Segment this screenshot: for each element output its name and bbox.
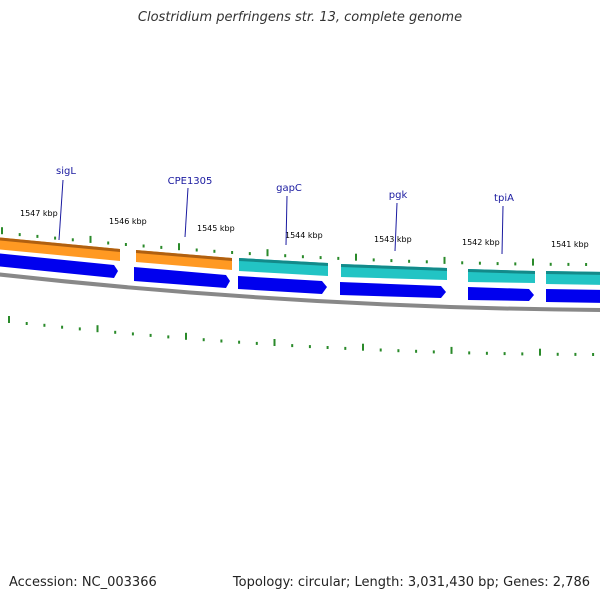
- gene-leaders: [58, 179, 504, 255]
- gene-feature-sigL[interactable]: [0, 237, 120, 261]
- ruler-ticks: [1, 227, 588, 266]
- genome-backbone: [0, 272, 600, 312]
- scale-label: 1544 kbp: [285, 231, 323, 240]
- cds-arrow[interactable]: [468, 287, 534, 301]
- cds-arrow[interactable]: [238, 276, 327, 294]
- accession-label: Accession: NC_003366: [9, 575, 157, 590]
- gene-label-sigL[interactable]: sigL: [56, 166, 76, 177]
- gene-label-tpiA[interactable]: tpiA: [494, 193, 514, 204]
- gene-leader-tpiA: [501, 205, 504, 255]
- gene-feature-sigL-edge: [0, 237, 120, 252]
- gene-label-CPE1305[interactable]: CPE1305: [168, 176, 213, 187]
- scale-label: 1546 kbp: [109, 217, 147, 226]
- gene-labels: sigL CPE1305 gapC pgk tpiA: [56, 166, 514, 204]
- cds-arrow[interactable]: [340, 282, 446, 298]
- scale-label: 1543 kbp: [374, 235, 412, 244]
- scale-label: 1547 kbp: [20, 209, 58, 218]
- gene-leader-CPE1305: [184, 187, 189, 238]
- gene-feature-gapC-edge: [239, 258, 328, 266]
- gene-label-pgk[interactable]: pgk: [389, 190, 408, 201]
- scale-labels: 1547 kbp 1546 kbp 1545 kbp 1544 kbp 1543…: [20, 209, 589, 249]
- gene-feature-next-edge: [546, 271, 600, 275]
- scale-label: 1542 kbp: [462, 238, 500, 247]
- scale-label: 1541 kbp: [551, 240, 589, 249]
- cds-arrow[interactable]: [134, 267, 230, 288]
- gene-leader-sigL: [58, 179, 64, 241]
- gene-feature-CPE1305-edge: [136, 250, 232, 261]
- genome-summary: Topology: circular; Length: 3,031,430 bp…: [232, 575, 590, 590]
- cds-arrow[interactable]: [546, 289, 600, 303]
- gene-feature-pgk-edge: [341, 264, 447, 271]
- gene-leader-gapC: [285, 195, 288, 246]
- gene-leader-pgk: [394, 202, 398, 252]
- forward-strand-track: [0, 237, 600, 285]
- gene-feature-tpiA-edge: [468, 269, 535, 274]
- cds-arrow[interactable]: [0, 253, 118, 278]
- ruler-ticks-lower: [8, 316, 595, 356]
- scale-label: 1545 kbp: [197, 224, 235, 233]
- gene-label-gapC[interactable]: gapC: [276, 183, 302, 194]
- map-title: Clostridium perfringens str. 13, complet…: [137, 10, 463, 25]
- cds-strand-track: [0, 253, 600, 303]
